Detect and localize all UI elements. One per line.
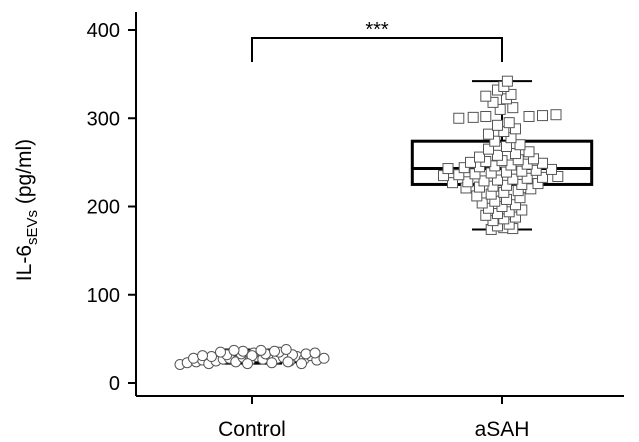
point-aSAH-31 (462, 176, 474, 188)
boxes (202, 80, 594, 365)
point-aSAH-69 (510, 123, 521, 135)
data-points (174, 75, 564, 370)
point-aSAH-45 (546, 163, 557, 175)
point-aSAH-62 (483, 143, 494, 155)
point-aSAH-76 (537, 110, 548, 122)
point-aSAH-34 (507, 173, 519, 185)
point-Control-42 (282, 356, 294, 368)
point-aSAH-83 (505, 88, 517, 100)
y-axis-label-main: IL-6 (13, 245, 36, 281)
point-Control-31 (215, 346, 226, 358)
point-aSAH-70 (492, 119, 503, 131)
x-tick-label-aSAH: aSAH (475, 418, 530, 441)
point-aSAH-75 (523, 110, 535, 122)
point-aSAH-73 (467, 111, 479, 123)
point-Control-21 (318, 352, 330, 364)
point-aSAH-67 (483, 128, 494, 140)
point-Control-40 (242, 358, 253, 370)
point-Control-30 (300, 348, 312, 360)
point-aSAH-71 (503, 117, 515, 129)
significance-label: *** (365, 19, 389, 41)
point-aSAH-59 (492, 149, 503, 161)
y-tick-label-100: 100 (87, 285, 120, 307)
point-aSAH-36 (537, 171, 548, 183)
point-aSAH-77 (550, 109, 562, 121)
point-Control-34 (269, 345, 280, 357)
point-aSAH-58 (474, 151, 485, 163)
point-aSAH-32 (478, 175, 490, 187)
point-Control-22 (188, 352, 199, 364)
y-tick-label-400: 400 (87, 20, 120, 42)
y-axis-label-subscript: sEVs (24, 210, 41, 245)
point-aSAH-65 (489, 135, 501, 147)
point-aSAH-61 (523, 146, 535, 158)
point-Control-23 (206, 351, 217, 363)
axes (135, 12, 624, 397)
point-aSAH-82 (480, 90, 492, 102)
point-aSAH-44 (530, 164, 542, 176)
point-aSAH-33 (492, 174, 503, 186)
point-Control-43 (296, 358, 307, 370)
y-tick-label-0: 0 (109, 373, 120, 395)
point-Control-32 (237, 345, 249, 357)
point-Control-38 (197, 350, 208, 362)
y-ticks: 0 100 200 300 400 (87, 20, 136, 395)
point-aSAH-46 (442, 163, 454, 175)
y-tick-label-300: 300 (87, 108, 120, 130)
point-Control-39 (309, 347, 321, 359)
y-axis-label: IL-6sEVs (pg/ml) (13, 139, 41, 281)
point-aSAH-37 (552, 170, 564, 182)
y-axis-label-unit: (pg/ml) (13, 139, 36, 210)
point-Control-41 (266, 357, 278, 369)
x-tick-label-Control: Control (218, 418, 286, 441)
bracket-line (251, 37, 503, 62)
point-aSAH-79 (507, 102, 519, 114)
point-Control-36 (228, 344, 240, 356)
point-aSAH-86 (501, 75, 513, 87)
point-aSAH-78 (494, 103, 506, 115)
point-aSAH-64 (514, 139, 526, 151)
point-Control-33 (255, 344, 267, 356)
point-Control-35 (280, 343, 292, 355)
point-aSAH-30 (447, 177, 458, 189)
y-tick-label-200: 200 (87, 197, 120, 219)
x-ticks: Control aSAH (218, 396, 529, 441)
point-aSAH-74 (480, 110, 492, 122)
significance-bracket: *** (251, 19, 503, 62)
point-aSAH-80 (487, 96, 499, 108)
point-aSAH-72 (453, 112, 465, 124)
